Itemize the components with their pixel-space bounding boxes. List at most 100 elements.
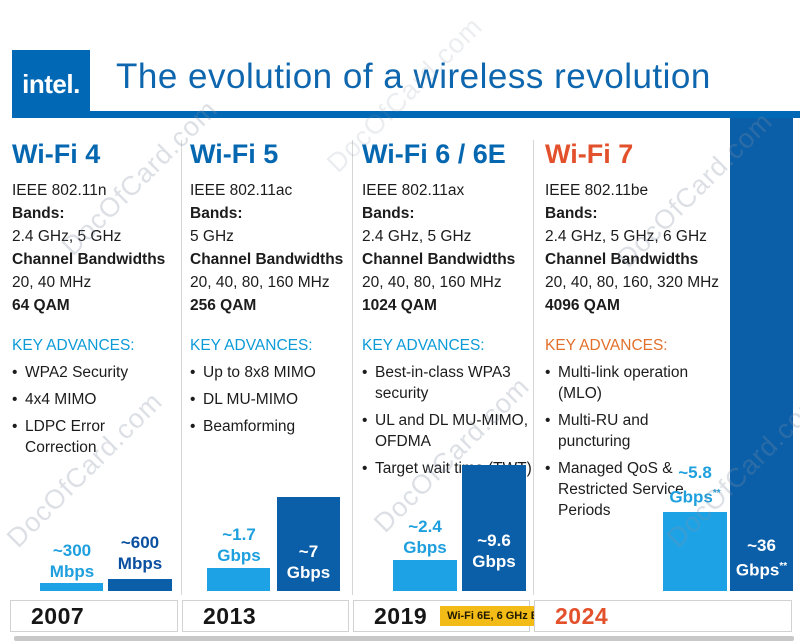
year-label: 2013: [203, 602, 257, 629]
key-advance-item: Beamforming: [190, 416, 352, 437]
bands-value: 2.4 GHz, 5 GHz: [362, 228, 472, 245]
page-title: The evolution of a wireless revolution: [116, 57, 711, 96]
year-label: 2024: [555, 602, 609, 629]
bar-unit: Gbps: [669, 487, 713, 507]
bar-unit: Gbps: [286, 563, 331, 582]
gen-title-wifi6: Wi-Fi 6 / 6E: [362, 139, 506, 169]
bar-label-wifi5-dark: ~7 Gbps: [277, 541, 340, 583]
bands-value: 2.4 GHz, 5 GHz: [12, 228, 122, 245]
year-label: 2019: [374, 602, 428, 629]
key-advances-list: WPA2 Security 4x4 MIMO LDPC Error Correc…: [12, 362, 177, 458]
channels-value: 20, 40, 80, 160, 320 MHz: [545, 274, 720, 291]
bar-value: ~5.8: [678, 463, 712, 482]
bar-unit: Gbps: [217, 546, 261, 565]
channels-label: Channel Bandwidths: [362, 251, 516, 268]
standard: IEEE 802.11be: [545, 182, 649, 199]
gen-title-wifi7: Wi-Fi 7: [545, 139, 634, 169]
bar-unit: Mbps: [117, 554, 163, 573]
timeline-segment-2007: 2007: [10, 600, 178, 632]
key-advances-label: KEY ADVANCES:: [190, 337, 313, 354]
channels-label: Channel Bandwidths: [545, 251, 699, 268]
bar-label-wifi4-light: ~300 Mbps: [38, 540, 106, 582]
timeline-segment-2013: 2013: [182, 600, 349, 632]
column-wifi6: Wi-Fi 6 / 6E IEEE 802.11ax Bands: 2.4 GH…: [362, 139, 534, 485]
key-advances-list: Best-in-class WPA3 security UL and DL MU…: [362, 362, 534, 479]
bar-footnote-marker: **: [779, 561, 788, 572]
key-advance-item: WPA2 Security: [12, 362, 177, 383]
key-advance-item: 4x4 MIMO: [12, 389, 177, 410]
standard: IEEE 802.11n: [12, 182, 107, 199]
channels-label: Channel Bandwidths: [190, 251, 344, 268]
bar-footnote-marker: **: [712, 488, 721, 499]
channels-value: 20, 40 MHz: [12, 274, 92, 291]
bar-wifi4-light: [40, 583, 103, 591]
bands-label: Bands:: [190, 205, 243, 222]
intel-logo: intel.: [12, 50, 90, 118]
bar-value: ~9.6: [477, 531, 511, 550]
bar-wifi5-dark: [277, 497, 340, 591]
year-label: 2007: [31, 602, 85, 629]
column-wifi5: Wi-Fi 5 IEEE 802.11ac Bands: 5 GHz Chann…: [190, 139, 352, 443]
timeline-shadow-strip: [14, 636, 794, 641]
key-advance-item: DL MU-MIMO: [190, 389, 352, 410]
channels-value: 20, 40, 80, 160 MHz: [190, 274, 330, 291]
bar-wifi7-light: [663, 512, 727, 591]
key-advances-list: Up to 8x8 MIMO DL MU-MIMO Beamforming: [190, 362, 352, 437]
bands-value: 2.4 GHz, 5 GHz, 6 GHz: [545, 228, 707, 245]
bar-label-wifi5-light: ~1.7 Gbps: [205, 524, 273, 566]
bar-wifi4-dark: [108, 579, 172, 591]
key-advance-item: LDPC Error Correction: [12, 416, 177, 458]
key-advance-item: UL and DL MU-MIMO, OFDMA: [362, 410, 534, 452]
bar-wifi7-dark: [730, 118, 793, 591]
standard: IEEE 802.11ac: [190, 182, 293, 199]
key-advance-item: Best-in-class WPA3 security: [362, 362, 534, 404]
modulation: 4096 QAM: [545, 297, 620, 314]
key-advances-label: KEY ADVANCES:: [362, 337, 485, 354]
key-advance-item: Up to 8x8 MIMO: [190, 362, 352, 383]
key-advances-list: Multi-link operation (MLO) Multi-RU and …: [545, 362, 715, 521]
header-rule: [88, 111, 800, 118]
bar-value: ~600: [120, 533, 160, 552]
gen-title-wifi4: Wi-Fi 4: [12, 139, 101, 169]
modulation: 256 QAM: [190, 297, 257, 314]
key-advances-label: KEY ADVANCES:: [12, 337, 135, 354]
column-divider: [352, 140, 353, 595]
bar-wifi6-dark: [462, 465, 526, 591]
bar-label-wifi7-dark: ~36 Gbps**: [729, 535, 794, 581]
bar-label-wifi4-dark: ~600 Mbps: [105, 532, 175, 574]
gen-title-wifi5: Wi-Fi 5: [190, 139, 279, 169]
bands-label: Bands:: [362, 205, 415, 222]
column-wifi7: Wi-Fi 7 IEEE 802.11be Bands: 2.4 GHz, 5 …: [545, 139, 730, 527]
intel-logo-text: intel.: [22, 68, 80, 99]
timeline-segment-2024: 2024: [534, 600, 792, 632]
channels-value: 20, 40, 80, 160 MHz: [362, 274, 502, 291]
key-advance-item: Multi-link operation (MLO): [545, 362, 715, 404]
standard: IEEE 802.11ax: [362, 182, 465, 199]
bar-label-wifi7-light: ~5.8 Gbps**: [659, 462, 731, 508]
bar-value: ~7: [298, 542, 319, 561]
timeline-segment-2019: 2019 Wi-Fi 6E, 6 GHz BAND: [353, 600, 570, 632]
modulation: 1024 QAM: [362, 297, 437, 314]
bar-value: ~36: [747, 536, 776, 555]
bands-label: Bands:: [12, 205, 65, 222]
key-advance-item: Multi-RU and puncturing: [545, 410, 715, 452]
bar-unit: Gbps: [735, 560, 780, 580]
column-wifi4: Wi-Fi 4 IEEE 802.11n Bands: 2.4 GHz, 5 G…: [12, 139, 177, 464]
bar-wifi5-light: [207, 568, 270, 591]
bands-value: 5 GHz: [190, 228, 234, 245]
bar-label-wifi6-light: ~2.4 Gbps: [391, 516, 459, 558]
bar-value: ~1.7: [222, 525, 256, 544]
key-advances-label: KEY ADVANCES:: [545, 337, 668, 354]
bar-wifi6-light: [393, 560, 457, 591]
bar-unit: Mbps: [49, 562, 95, 581]
bar-value: ~2.4: [408, 517, 442, 536]
key-advance-item: Managed QoS & Restricted Service Periods: [545, 458, 715, 521]
channels-label: Channel Bandwidths: [12, 251, 166, 268]
bar-unit: Gbps: [472, 552, 516, 571]
bar-unit: Gbps: [403, 538, 447, 557]
modulation: 64 QAM: [12, 297, 70, 314]
bar-value: ~300: [52, 541, 92, 560]
column-divider: [181, 140, 182, 595]
bar-label-wifi6-dark: ~9.6 Gbps: [462, 530, 526, 572]
